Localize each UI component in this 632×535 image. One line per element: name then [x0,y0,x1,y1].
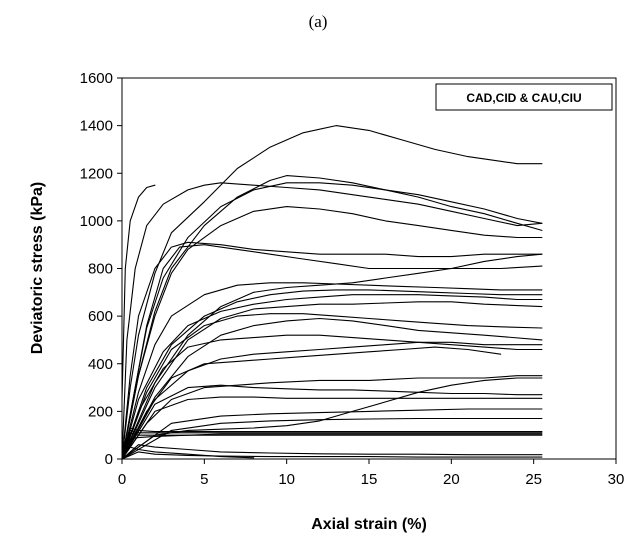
series-line-22 [121,377,543,460]
y-tick-label: 200 [88,403,113,420]
y-tick-label: 400 [88,356,113,373]
y-tick-label: 0 [105,451,113,468]
x-tick-label: 15 [361,471,378,488]
series-line-20 [121,396,543,460]
y-axis-title: Deviatoric stress (kPa) [29,182,46,355]
x-tick-label: 10 [278,471,295,488]
y-tick-label: 1400 [80,118,113,135]
series-line-5 [121,206,543,460]
series-line-17 [121,346,502,460]
series-line-25 [121,429,543,460]
series-line-31 [121,184,156,401]
series-line-21 [121,408,543,460]
y-tick-label: 1000 [80,213,113,230]
x-axis-title: Axial strain (%) [311,516,427,533]
x-axis-ticks: 0 5 10 15 20 25 30 [118,459,625,488]
series-line-18 [121,375,543,460]
figure-caption: (a) [309,12,328,31]
x-tick-label: 0 [118,471,126,488]
series-line-23 [121,417,543,460]
x-tick-label: 20 [443,471,460,488]
series-line-3 [121,182,543,460]
series-line-7 [121,244,543,460]
series-line-12 [121,301,543,460]
legend-box [435,83,613,111]
series-line-10 [121,289,543,460]
legend: CAD,CID & CAU,CIU [435,83,613,111]
series-line-15 [121,334,543,460]
data-series [121,125,543,460]
x-tick-label: 5 [200,471,208,488]
series-line-13 [121,313,543,460]
series-line-28 [121,444,543,460]
series-line-29 [121,451,543,460]
series-line-27 [121,434,543,460]
series-line-4 [121,175,543,460]
series-line-14 [121,317,543,460]
series-line-24 [121,432,543,460]
y-tick-label: 800 [88,261,113,278]
y-tick-label: 600 [88,308,113,325]
legend-label: CAD,CID & CAU,CIU [466,91,581,105]
series-line-19 [121,384,543,460]
x-tick-label: 30 [608,471,625,488]
series-line-30 [121,446,255,460]
series-line-9 [121,282,543,460]
plot-area-frame [121,77,617,460]
y-axis-ticks: 0 200 400 600 800 1000 1200 1400 1600 [80,70,122,468]
y-tick-label: 1600 [80,70,113,87]
x-tick-label: 25 [525,471,542,488]
series-line-1 [121,125,543,460]
series-line-26 [121,427,543,460]
y-tick-label: 1200 [80,165,113,182]
series-line-11 [121,294,543,460]
series-line-6 [121,241,543,460]
